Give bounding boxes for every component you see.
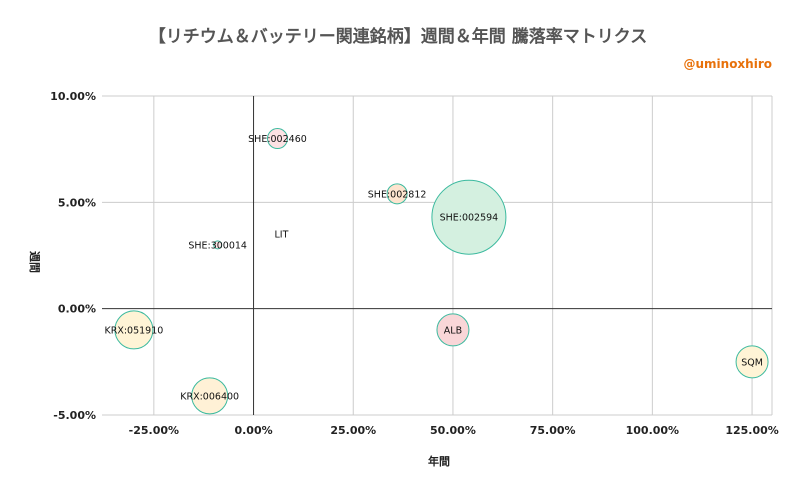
bubble [431,179,507,255]
y-tick-labels: 10.00% 5.00% 0.00% -5.00% [50,90,96,422]
bubble [266,128,288,150]
bubble-label: SHE:002812 [368,189,427,200]
author-handle: @uminoxhiro [683,57,772,71]
y-axis-title: 週間 [28,251,42,273]
y-tick-label: 5.00% [58,196,96,209]
bubble [191,377,229,415]
y-tick-label: 10.00% [50,90,96,103]
y-tick-label: -5.00% [53,409,96,422]
bubble [386,183,408,205]
bubble-label: SHE:002460 [248,134,307,145]
x-tick-labels: -25.00% 0.00% 25.00% 50.00% 75.00% 100.00% 125… [129,424,779,437]
x-tick-label: 50.00% [430,424,476,437]
gridlines [102,95,773,416]
x-axis-title: 年間 [428,454,450,468]
bubble-label: KRX:006400 [180,391,239,402]
bubble-label: SQM [741,357,763,368]
y-tick-label: 0.00% [58,303,96,316]
bubble [114,310,154,350]
zero-axes [102,96,772,415]
bubble [436,313,470,347]
x-tick-label: 100.00% [626,424,679,437]
bubble-label: LIT [275,230,289,241]
x-tick-label: -25.00% [129,424,179,437]
bubble-label: ALB [444,325,462,336]
x-tick-label: 75.00% [530,424,576,437]
bubble-labels: SHE:002460 SHE:002812 SHE:002594 SHE:300014… [104,134,762,402]
x-tick-label: 25.00% [330,424,376,437]
bubble [735,345,769,379]
bubble-label: SHE:300014 [188,240,247,251]
chart-title: 【リチウム＆バッテリー関連銘柄】週間＆年間 騰落率マトリクス [149,26,647,47]
x-tick-label: 125.00% [725,424,778,437]
bubbles [114,128,769,415]
bubble-label: SHE:002594 [440,213,499,224]
bubble [213,240,223,250]
x-tick-label: 0.00% [234,424,272,437]
bubble-label: KRX:051910 [104,325,163,336]
